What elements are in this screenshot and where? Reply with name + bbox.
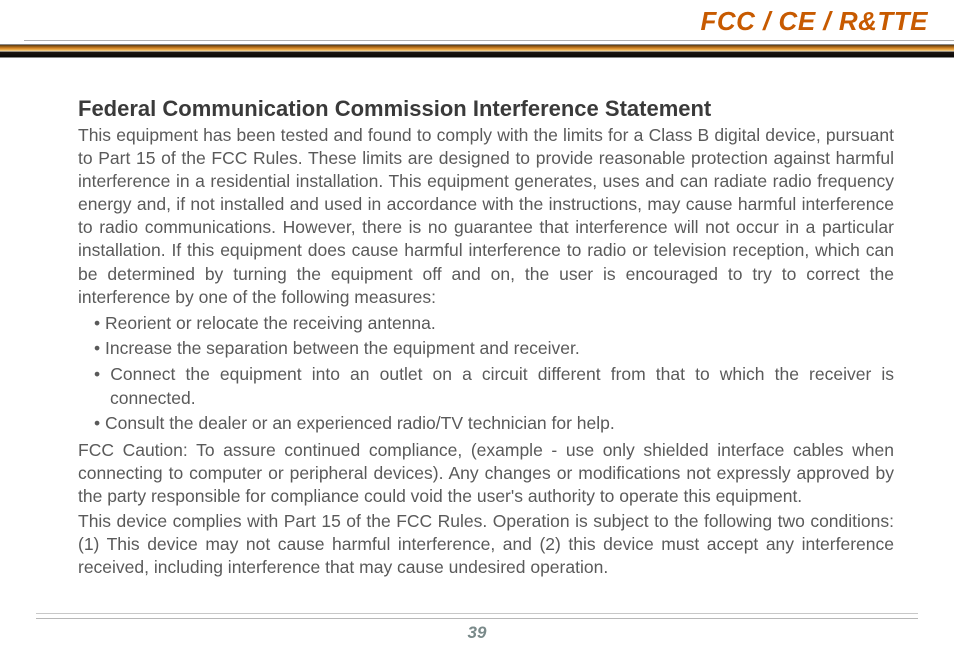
footer-line-top [36, 613, 918, 614]
header-separator-bar [0, 40, 954, 58]
bullet-list: Reorient or relocate the receiving anten… [78, 312, 894, 436]
header-thin-line [24, 40, 954, 41]
header-gradient-bar [0, 44, 954, 58]
page-footer: 39 [0, 613, 954, 643]
page-header: FCC / CE / R&TTE [0, 0, 954, 60]
bullet-item: Reorient or relocate the receiving anten… [78, 312, 894, 336]
bullet-item: Consult the dealer or an experienced rad… [78, 412, 894, 436]
bullet-item: Connect the equipment into an outlet on … [78, 363, 894, 410]
document-page: FCC / CE / R&TTE Federal Communication C… [0, 0, 954, 661]
paragraph-compliance: This device complies with Part 15 of the… [78, 510, 894, 579]
section-title: Federal Communication Commission Interfe… [78, 96, 894, 122]
bullet-item: Increase the separation between the equi… [78, 337, 894, 361]
paragraph-intro: This equipment has been tested and found… [78, 124, 894, 309]
footer-line-bottom [36, 618, 918, 619]
page-content: Federal Communication Commission Interfe… [78, 96, 894, 581]
paragraph-caution: FCC Caution: To assure continued complia… [78, 439, 894, 508]
page-number: 39 [0, 623, 954, 643]
header-title: FCC / CE / R&TTE [700, 6, 928, 37]
